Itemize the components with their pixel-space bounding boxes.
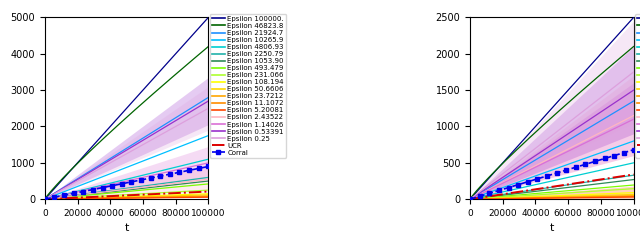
X-axis label: t: t [124,224,129,234]
Legend: Epsilon 100000., Epsilon 46823.8, Epsilon 21924.7, Epsilon 10265.9, Epsilon 4806: Epsilon 100000., Epsilon 46823.8, Epsilo… [210,14,286,158]
Legend: Epsilon 100000., Epsilon 46823.8, Epsilon 21924.7, Epsilon 10265.9, Epsilon 4806: Epsilon 100000., Epsilon 46823.8, Epsilo… [636,14,640,158]
X-axis label: t: t [550,224,554,234]
